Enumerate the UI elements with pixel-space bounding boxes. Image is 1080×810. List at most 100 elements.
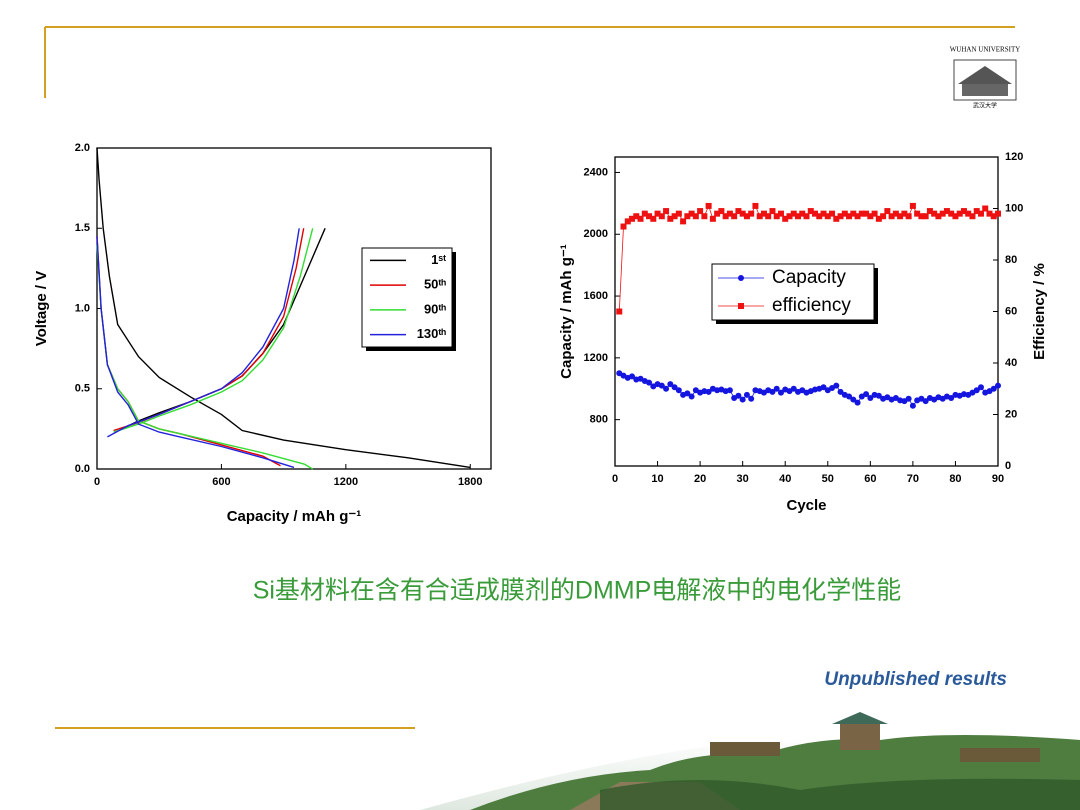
marker <box>854 399 861 406</box>
marker <box>867 395 874 402</box>
marker <box>799 210 806 217</box>
marker <box>837 213 844 220</box>
legend-label: 1ˢᵗ <box>431 252 446 267</box>
legend-label: Capacity <box>772 267 846 288</box>
y2-axis-title: Efficiency / % <box>1031 263 1048 360</box>
marker <box>833 382 840 389</box>
marker <box>943 208 950 215</box>
marker <box>629 215 636 222</box>
marker <box>854 213 861 220</box>
marker <box>995 382 1001 389</box>
marker <box>726 387 733 394</box>
x-axis-title: Capacity / mAh g⁻¹ <box>227 508 362 525</box>
marker <box>688 210 695 217</box>
marker <box>629 373 636 380</box>
series-line <box>96 228 305 467</box>
legend-label: 90ᵗʰ <box>424 301 446 316</box>
y2-tick-label: 40 <box>1005 357 1017 369</box>
marker <box>782 215 789 222</box>
marker <box>646 379 653 386</box>
marker <box>990 213 997 220</box>
y-tick-label: 1.0 <box>75 302 90 314</box>
marker <box>965 210 972 217</box>
marker <box>688 393 695 400</box>
marker <box>820 384 827 391</box>
marker <box>829 210 836 217</box>
marker <box>790 210 797 217</box>
logo: WUHAN UNIVERSITY 武汉大学 <box>950 46 1021 110</box>
marker <box>646 213 653 220</box>
marker <box>841 210 848 217</box>
y-tick-label: 2400 <box>584 166 608 178</box>
marker <box>973 387 980 394</box>
marker <box>684 390 691 397</box>
marker <box>850 396 857 403</box>
y-axis-title: Capacity / mAh g⁻¹ <box>558 244 575 379</box>
marker <box>922 398 929 405</box>
marker <box>794 213 801 220</box>
campus-image <box>420 712 1080 810</box>
y2-tick-label: 80 <box>1005 254 1017 266</box>
marker <box>973 208 980 215</box>
marker <box>735 208 742 215</box>
marker <box>671 213 678 220</box>
marker <box>684 213 691 220</box>
x-tick-label: 80 <box>949 473 961 485</box>
marker <box>812 210 819 217</box>
marker <box>654 210 661 217</box>
marker <box>756 213 763 220</box>
marker <box>837 388 844 395</box>
marker <box>667 381 674 388</box>
marker <box>850 210 857 217</box>
marker <box>909 202 916 209</box>
logo-text: WUHAN UNIVERSITY <box>950 46 1021 54</box>
marker <box>909 402 916 409</box>
x-tick-label: 600 <box>212 476 230 488</box>
marker <box>926 208 933 215</box>
y-tick-label: 0.5 <box>75 383 90 395</box>
y-tick-label: 1.5 <box>75 222 90 234</box>
marker <box>905 213 912 220</box>
x-tick-label: 50 <box>822 473 834 485</box>
marker <box>807 208 814 215</box>
legend-marker <box>738 275 744 281</box>
marker <box>748 395 755 402</box>
x-tick-label: 0 <box>612 473 618 485</box>
y2-tick-label: 120 <box>1005 151 1023 163</box>
x-axis-title: Cycle <box>786 497 826 514</box>
marker <box>641 210 648 217</box>
x-tick-label: 0 <box>94 476 100 488</box>
marker <box>990 385 997 392</box>
marker <box>914 210 921 217</box>
marker <box>892 210 899 217</box>
note: Unpublished results <box>824 669 1007 690</box>
marker <box>760 210 767 217</box>
marker <box>765 213 772 220</box>
legend <box>711 263 875 321</box>
y-tick-label: 0.0 <box>75 463 90 475</box>
marker <box>875 215 882 222</box>
y2-tick-label: 60 <box>1005 305 1017 317</box>
marker <box>960 208 967 215</box>
marker <box>790 385 797 392</box>
y-tick-label: 800 <box>590 414 608 426</box>
marker <box>863 391 870 398</box>
marker <box>901 210 908 217</box>
marker <box>675 387 682 394</box>
marker <box>833 215 840 222</box>
x-tick-label: 40 <box>779 473 791 485</box>
marker <box>658 382 665 389</box>
marker <box>995 210 1001 217</box>
marker <box>931 210 938 217</box>
marker <box>977 210 984 217</box>
marker <box>680 218 687 225</box>
marker <box>948 210 955 217</box>
marker <box>897 213 904 220</box>
marker <box>905 395 912 402</box>
marker <box>769 388 776 395</box>
marker <box>671 384 678 391</box>
marker <box>633 213 640 220</box>
y-tick-label: 2.0 <box>75 142 90 154</box>
marker <box>624 218 631 225</box>
